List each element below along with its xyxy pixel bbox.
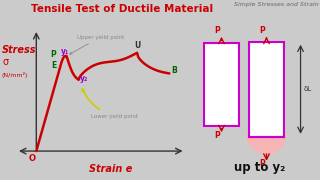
- Text: O: O: [29, 154, 36, 163]
- Text: Upper yeild point: Upper yeild point: [70, 35, 124, 54]
- Text: P: P: [214, 131, 220, 140]
- Text: Stress: Stress: [2, 45, 36, 55]
- Text: P: P: [260, 26, 265, 35]
- Text: B: B: [172, 66, 177, 75]
- Text: Strain e: Strain e: [89, 164, 132, 174]
- Text: P: P: [214, 26, 220, 35]
- Text: up to y₂: up to y₂: [234, 161, 285, 174]
- Text: P: P: [260, 159, 265, 168]
- Text: Simple Stresses and Strain: Simple Stresses and Strain: [234, 2, 318, 7]
- Text: P: P: [51, 50, 56, 59]
- Text: (N/mm²): (N/mm²): [1, 72, 28, 78]
- Text: δL: δL: [304, 86, 312, 92]
- Bar: [204, 43, 238, 126]
- Ellipse shape: [247, 119, 286, 154]
- Text: σ: σ: [2, 57, 8, 67]
- Text: U: U: [134, 41, 140, 50]
- Text: y₂: y₂: [79, 74, 88, 83]
- Text: Tensile Test of Ductile Material: Tensile Test of Ductile Material: [30, 4, 213, 15]
- Text: E: E: [51, 61, 56, 70]
- Text: y₁: y₁: [61, 47, 70, 56]
- Bar: [250, 42, 284, 137]
- Text: Lower yeild point: Lower yeild point: [82, 89, 138, 119]
